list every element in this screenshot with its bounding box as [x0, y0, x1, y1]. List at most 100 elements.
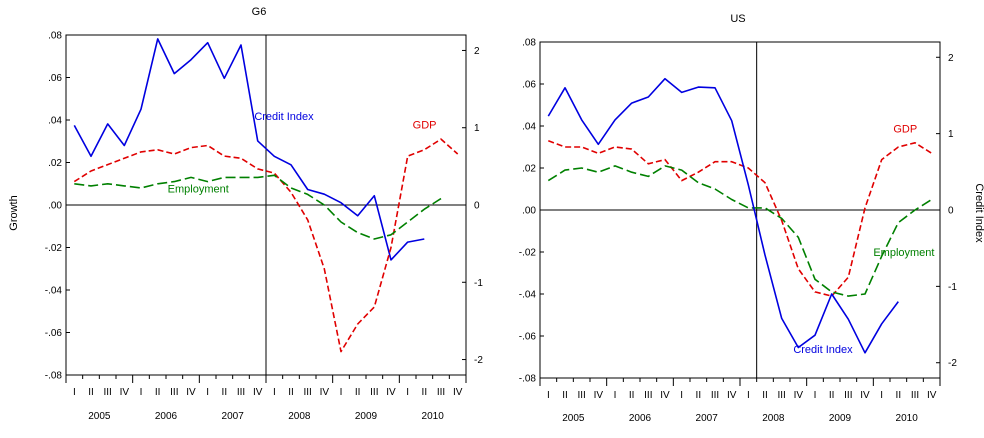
quarter-label: IV — [660, 390, 670, 401]
year-label: 2009 — [355, 411, 378, 422]
quarter-label: II — [155, 387, 161, 398]
y-tick-label: .02 — [48, 158, 62, 169]
y2-tick-label: 2 — [474, 46, 480, 57]
y-tick-label: .04 — [522, 122, 536, 133]
quarter-label: IV — [794, 390, 804, 401]
quarter-label: II — [696, 390, 702, 401]
year-label: 2007 — [696, 413, 719, 424]
quarter-label: IV — [253, 387, 263, 398]
y-tick-label: .06 — [48, 73, 62, 84]
quarter-label: III — [711, 390, 719, 401]
chart-title: US — [730, 13, 745, 25]
series-label-employment: Employment — [873, 247, 934, 259]
quarter-label: I — [547, 390, 550, 401]
y2-tick-label: -1 — [474, 278, 483, 289]
quarter-label: II — [222, 387, 228, 398]
quarter-label: IV — [860, 390, 870, 401]
quarter-label: III — [911, 390, 919, 401]
y-tick-label: -.04 — [45, 286, 63, 297]
year-label: 2006 — [629, 413, 652, 424]
y2-axis-label: Credit Index — [973, 183, 984, 243]
y2-tick-label: -1 — [948, 282, 957, 293]
quarter-label: II — [896, 390, 902, 401]
year-label: 2008 — [288, 411, 311, 422]
quarter-label: I — [406, 387, 409, 398]
series-label-gdp: GDP — [893, 123, 917, 135]
quarter-label: II — [422, 387, 428, 398]
y-axis-label: Growth — [8, 195, 20, 230]
quarter-label: III — [237, 387, 245, 398]
series-label-employment: Employment — [168, 183, 229, 195]
quarter-label: II — [629, 390, 635, 401]
quarter-label: I — [273, 387, 276, 398]
y-tick-label: .08 — [48, 31, 62, 42]
year-label: 2010 — [422, 411, 445, 422]
year-label: 2009 — [829, 413, 852, 424]
year-label: 2008 — [762, 413, 785, 424]
year-label: 2010 — [896, 413, 919, 424]
quarter-label: II — [88, 387, 94, 398]
series-line-gdp — [548, 139, 933, 297]
y-tick-label: .00 — [48, 201, 62, 212]
quarter-label: II — [562, 390, 568, 401]
quarter-label: II — [762, 390, 768, 401]
quarter-label: II — [829, 390, 835, 401]
quarter-label: I — [206, 387, 209, 398]
quarter-label: I — [680, 390, 683, 401]
chart-title: G6 — [252, 6, 267, 18]
quarter-label: III — [437, 387, 445, 398]
quarter-label: IV — [120, 387, 130, 398]
y2-tick-label: 0 — [474, 201, 480, 212]
chart-g6: G6 Growth .08 .06 .04 .02 .00 -.02 -.04 -.06 -.0… — [8, 6, 483, 422]
quarter-label: III — [577, 390, 585, 401]
series-line-employment — [74, 174, 442, 240]
quarter-label: III — [370, 387, 378, 398]
quarter-label: I — [140, 387, 143, 398]
quarter-label: III — [170, 387, 178, 398]
year-label: 2005 — [562, 413, 585, 424]
y-tick-label: -.08 — [519, 374, 537, 385]
quarter-label: IV — [453, 387, 463, 398]
y2-tick-label: 2 — [948, 53, 954, 64]
y-tick-label: .08 — [522, 38, 536, 49]
quarter-label: I — [614, 390, 617, 401]
quarter-label: IV — [186, 387, 196, 398]
quarter-label: II — [288, 387, 294, 398]
series-line-credit-index — [547, 77, 899, 354]
series-line-employment — [547, 165, 933, 297]
quarter-label: III — [844, 390, 852, 401]
y-tick-label: -.02 — [45, 243, 63, 254]
quarter-label: I — [73, 387, 76, 398]
y2-tick-label: 1 — [474, 123, 480, 134]
series-label-credit-index: Credit Index — [793, 344, 853, 356]
y-tick-label: -.04 — [519, 290, 537, 301]
chart-us: US Credit Index .08 .06 .04 .02 .00 -.02 -.04 -… — [519, 13, 984, 424]
y-tick-label: .04 — [48, 116, 62, 127]
quarter-label: I — [340, 387, 343, 398]
series-line-credit-index — [73, 38, 425, 261]
series-label-gdp: GDP — [413, 120, 437, 132]
y-tick-label: -.02 — [519, 248, 537, 259]
quarter-label: I — [814, 390, 817, 401]
y-tick-label: -.06 — [45, 328, 63, 339]
quarter-label: I — [880, 390, 883, 401]
quarter-label: III — [777, 390, 785, 401]
quarter-label: II — [355, 387, 361, 398]
quarter-label: III — [103, 387, 111, 398]
y2-tick-label: -2 — [474, 355, 483, 366]
y2-tick-label: 0 — [948, 206, 954, 217]
quarter-label: IV — [386, 387, 396, 398]
y-tick-label: .02 — [522, 164, 536, 175]
quarter-label: IV — [927, 390, 937, 401]
quarter-label: III — [644, 390, 652, 401]
y-tick-label: -.06 — [519, 332, 537, 343]
quarter-label: IV — [594, 390, 604, 401]
y2-tick-label: -2 — [948, 358, 957, 369]
quarter-label: IV — [727, 390, 737, 401]
year-label: 2005 — [88, 411, 111, 422]
year-label: 2007 — [222, 411, 245, 422]
